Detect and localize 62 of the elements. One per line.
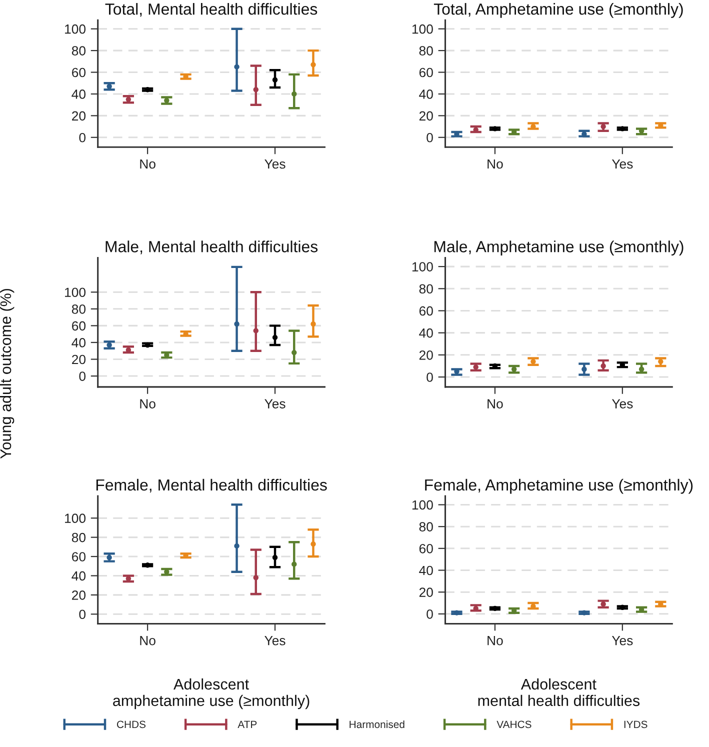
chart-title: Male, Amphetamine use (≥monthly) <box>434 240 684 256</box>
y-tick-label: 60 <box>72 321 86 331</box>
y-tick-label: 80 <box>419 46 433 56</box>
x-tick-label: Yes <box>612 399 633 408</box>
y-tick-label: 60 <box>72 68 86 78</box>
y-tick-label: 80 <box>72 46 86 56</box>
y-tick-label: 20 <box>72 111 86 121</box>
y-tick-label: 0 <box>79 132 86 142</box>
y-tick-label: 100 <box>65 514 86 524</box>
chart-title: Total, Mental health difficulties <box>105 3 318 17</box>
x-tick-label: Yes <box>612 159 633 169</box>
y-tick-label: 40 <box>72 90 86 99</box>
y-tick-label: 80 <box>72 304 86 314</box>
x-tick-label: No <box>140 399 156 408</box>
y-tick-label: 0 <box>79 372 86 381</box>
y-tick-label: 60 <box>419 544 433 554</box>
y-tick-label: 20 <box>419 588 433 597</box>
y-tick-label: 100 <box>412 24 433 34</box>
y-tick-label: 20 <box>419 111 433 121</box>
y-tick-label: 40 <box>72 571 86 581</box>
legend-label: CHDS <box>117 720 146 728</box>
y-tick-label: 20 <box>72 354 86 364</box>
x-axis-title: Adolescent amphetamine use (≥monthly) <box>113 678 310 710</box>
x-tick-label: Yes <box>612 636 633 646</box>
y-tick-label: 60 <box>419 306 433 316</box>
y-tick-label: 60 <box>419 68 433 78</box>
chart-title: Total, Amphetamine use (≥monthly) <box>434 3 683 18</box>
chart-title: Female, Mental health difficulties <box>96 478 327 492</box>
y-tick-label: 20 <box>72 590 86 600</box>
x-tick-label: Yes <box>264 159 286 169</box>
y-tick-label: 0 <box>426 132 433 142</box>
x-tick-label: Yes <box>264 636 286 646</box>
x-tick-label: No <box>140 636 156 646</box>
y-tick-label: 100 <box>65 24 86 34</box>
y-tick-label: 100 <box>65 288 86 298</box>
y-tick-label: 0 <box>79 610 86 620</box>
legend-label: ATP <box>238 720 257 728</box>
y-tick-label: 0 <box>426 609 433 619</box>
y-tick-label: 100 <box>412 262 433 272</box>
y-tick-label: 40 <box>419 90 433 99</box>
y-tick-label: 20 <box>419 350 433 360</box>
y-tick-label: 40 <box>419 328 433 338</box>
y-tick-label: 80 <box>419 522 433 532</box>
y-axis-title: Young adult outcome (%) <box>0 288 14 459</box>
y-tick-label: 100 <box>412 500 433 510</box>
y-tick-label: 80 <box>419 284 433 294</box>
y-tick-label: 40 <box>419 566 433 576</box>
x-axis-title: Adolescent mental health difficulties <box>478 678 640 706</box>
x-tick-label: No <box>488 636 503 646</box>
x-tick-label: Yes <box>264 399 286 408</box>
y-tick-label: 60 <box>72 552 86 562</box>
x-tick-label: No <box>488 399 503 408</box>
y-tick-label: 0 <box>426 372 433 382</box>
legend-label: VAHCS <box>496 720 532 728</box>
x-tick-label: No <box>488 159 503 169</box>
chart-title: Male, Mental health difficulties <box>106 240 318 254</box>
y-tick-label: 40 <box>72 338 86 348</box>
x-tick-label: No <box>140 159 156 169</box>
y-tick-label: 80 <box>72 532 86 542</box>
legend-label: IYDS <box>624 720 648 728</box>
legend-label: Harmonised <box>350 720 404 728</box>
chart-title: Female, Amphetamine use (≥monthly) <box>425 478 693 494</box>
